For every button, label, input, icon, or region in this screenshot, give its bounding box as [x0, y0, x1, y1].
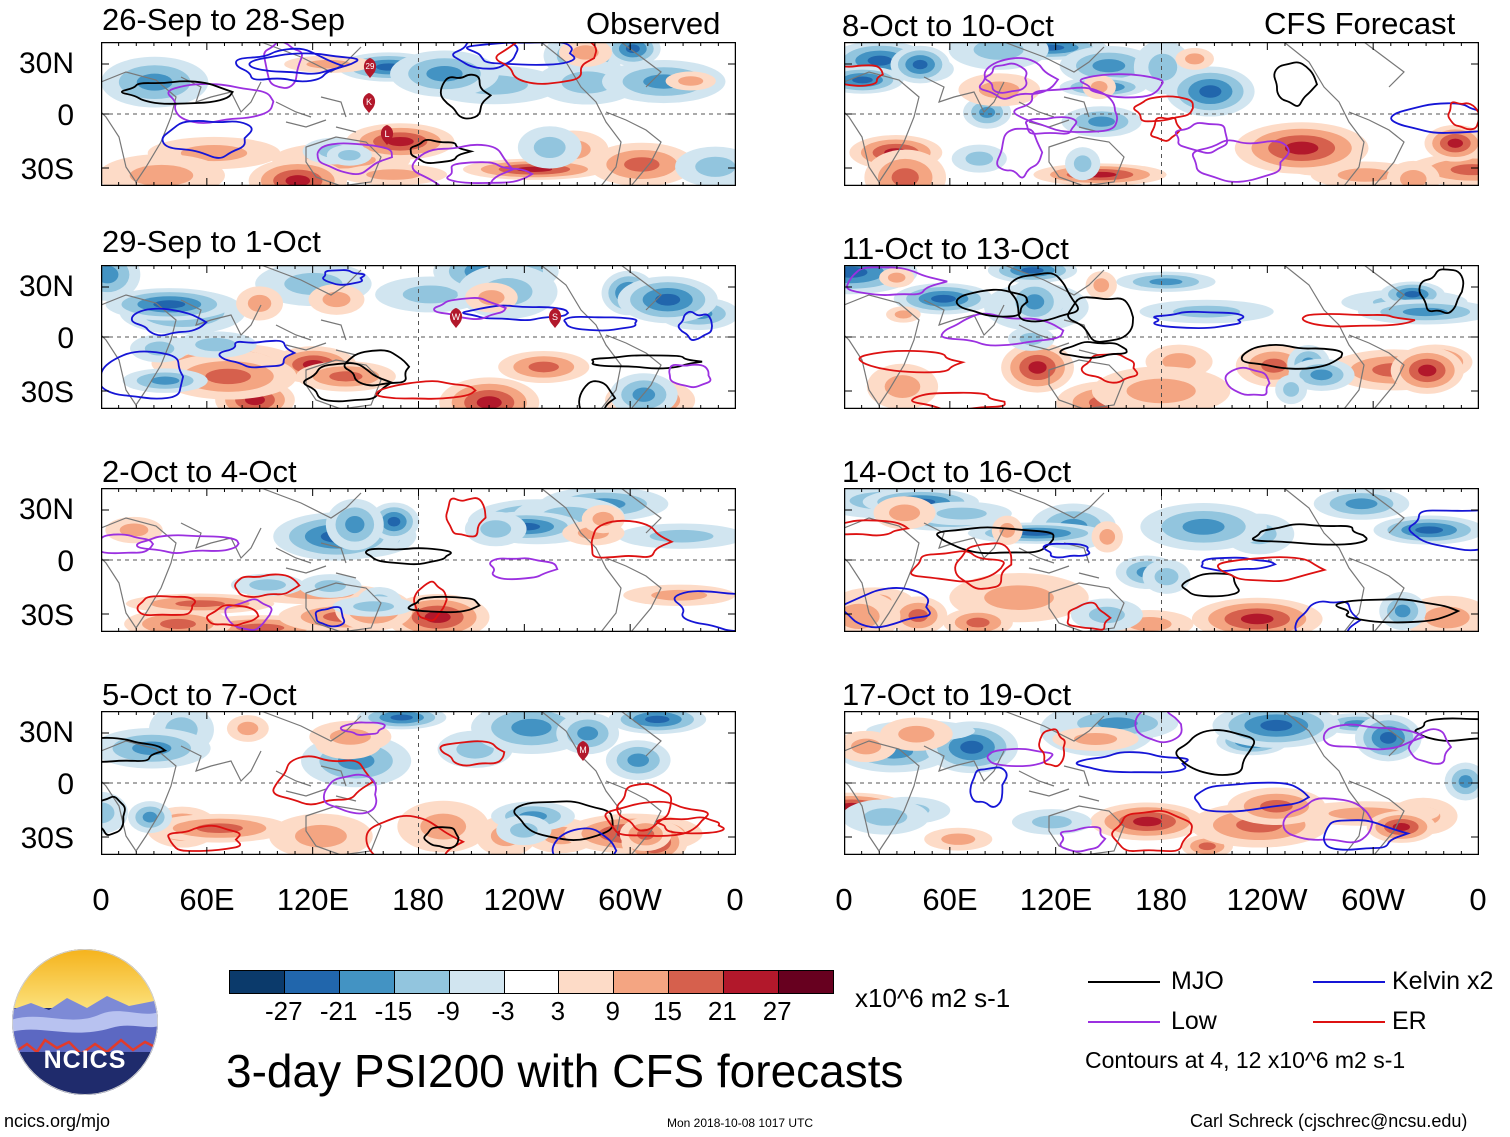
colorbar-tick-label: -3	[491, 996, 515, 1026]
lon-label: 60E	[922, 882, 978, 917]
colorbar-swatch	[724, 971, 780, 993]
footer-url[interactable]: ncics.org/mjo	[4, 1111, 111, 1131]
colorbar-units: x10^6 m2 s-1	[855, 983, 1011, 1013]
observed-period-1: 26-Sep to 28-Sep	[102, 2, 346, 37]
footer-author: Carl Schreck (cjschrec@ncsu.edu)	[1190, 1111, 1468, 1131]
lon-label: 0	[1469, 882, 1487, 917]
colorbar-swatch	[284, 971, 340, 993]
lat-label-30s: 30S	[20, 376, 74, 409]
lat-label-eq: 0	[57, 99, 74, 132]
lon-label: 0	[726, 882, 744, 917]
storm-marker-29: 29	[361, 57, 379, 84]
map-panel-forecast-4	[844, 711, 1479, 855]
legend-swatch-er	[1313, 1021, 1385, 1023]
observed-header: Observed	[586, 6, 721, 41]
storm-marker-l: L	[378, 124, 396, 151]
legend-swatch-mjo	[1088, 981, 1160, 983]
colorbar-ticks: -27 -21 -15 -9 -3 3 9 15 21 27	[229, 998, 832, 1028]
legend-swatch-low	[1088, 1021, 1160, 1023]
lon-label: 120W	[1226, 882, 1308, 917]
legend-label-low: Low	[1171, 1007, 1217, 1035]
lat-label-eq: 0	[57, 768, 74, 801]
footer-timestamp: Mon 2018-10-08 1017 UTC	[667, 1116, 814, 1130]
legend-label-kelvin: Kelvin x2	[1392, 967, 1494, 995]
lon-label: 120E	[276, 882, 350, 917]
lat-label-eq: 0	[57, 545, 74, 578]
colorbar-swatch	[339, 971, 395, 993]
forecast-period-1: 8-Oct to 10-Oct	[842, 8, 1054, 43]
ncics-logo-text: NCICS	[43, 1046, 127, 1074]
colorbar-swatch	[669, 971, 725, 993]
lon-label: 60W	[598, 882, 662, 917]
colorbar-swatch	[779, 971, 833, 993]
figure-title: 3-day PSI200 with CFS forecasts	[226, 1045, 904, 1097]
colorbar-tick-label: -15	[374, 996, 413, 1026]
legend-label-er: ER	[1392, 1007, 1427, 1035]
colorbar-swatch	[504, 971, 560, 993]
colorbar-tick-label: -27	[265, 996, 303, 1026]
lon-label: 180	[392, 882, 444, 917]
observed-period-3: 2-Oct to 4-Oct	[102, 454, 297, 489]
map-panel-forecast-3	[844, 488, 1479, 632]
forecast-period-2: 11-Oct to 13-Oct	[842, 231, 1069, 266]
observed-period-2: 29-Sep to 1-Oct	[102, 224, 321, 259]
legend-label-mjo: MJO	[1171, 967, 1224, 995]
map-panel-observed-2	[101, 265, 736, 409]
storm-marker-k: K	[360, 92, 378, 119]
lat-label-30s: 30S	[20, 822, 74, 855]
colorbar-swatch	[230, 971, 285, 993]
colorbar-tick-label: 15	[653, 996, 682, 1026]
forecast-period-3: 14-Oct to 16-Oct	[842, 454, 1072, 489]
lat-label-eq: 0	[57, 322, 74, 355]
lon-label: 120W	[483, 882, 565, 917]
colorbar-swatch	[559, 971, 615, 993]
lat-label-30n: 30N	[18, 493, 74, 526]
colorbar-tick-label: 9	[605, 996, 620, 1026]
colorbar-swatch	[394, 971, 450, 993]
map-panel-forecast-2	[844, 265, 1479, 409]
lat-label-30n: 30N	[18, 270, 74, 303]
observed-period-4: 5-Oct to 7-Oct	[102, 677, 297, 712]
map-panel-forecast-1	[844, 42, 1479, 186]
lon-label: 0	[835, 882, 853, 917]
lon-label: 60W	[1341, 882, 1405, 917]
forecast-header: CFS Forecast	[1264, 6, 1456, 41]
colorbar-swatch	[614, 971, 670, 993]
lon-label: 120E	[1019, 882, 1093, 917]
legend-swatch-kelvin	[1313, 981, 1385, 983]
lat-label-30n: 30N	[18, 47, 74, 80]
colorbar-tick-label: -21	[319, 996, 358, 1026]
lat-label-30s: 30S	[20, 599, 74, 632]
contour-note: Contours at 4, 12 x10^6 m2 s-1	[1085, 1047, 1406, 1073]
colorbar-tick-label: -9	[436, 996, 460, 1026]
lon-label: 60E	[179, 882, 235, 917]
colorbar-tick-label: 21	[707, 996, 737, 1026]
storm-marker-s: S	[546, 307, 564, 334]
colorbar	[229, 970, 834, 994]
colorbar-swatch	[449, 971, 505, 993]
map-panel-observed-4	[101, 711, 736, 855]
storm-marker-m: M	[574, 740, 592, 767]
forecast-period-4: 17-Oct to 19-Oct	[842, 677, 1072, 712]
map-panel-observed-1	[101, 42, 736, 186]
lon-label: 0	[92, 882, 110, 917]
storm-marker-w: W	[447, 307, 465, 334]
colorbar-tick-label: 3	[550, 996, 566, 1026]
lon-label: 180	[1135, 882, 1187, 917]
lat-label-30s: 30S	[20, 153, 74, 186]
map-panel-observed-3	[101, 488, 736, 632]
ncics-logo: NCICS	[11, 948, 159, 1096]
lat-label-30n: 30N	[18, 716, 74, 749]
colorbar-tick-label: 27	[762, 996, 792, 1026]
